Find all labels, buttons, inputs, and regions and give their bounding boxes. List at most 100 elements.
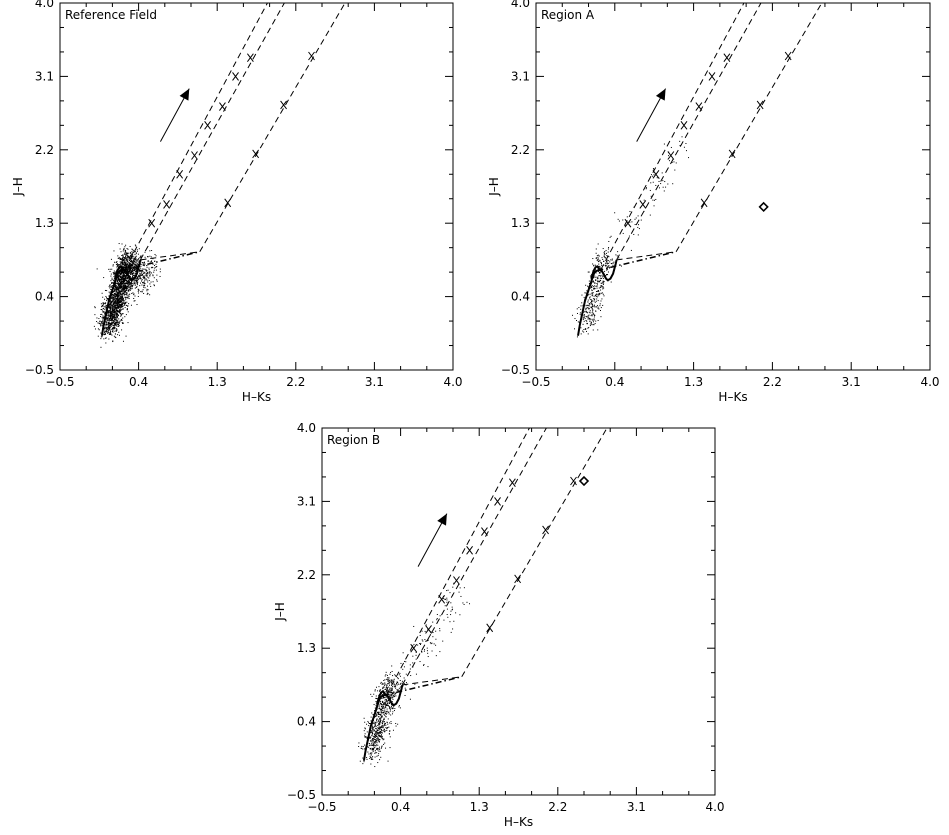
- star-point: [601, 298, 603, 300]
- star-point: [660, 183, 662, 185]
- star-point: [586, 311, 588, 313]
- star-point: [122, 289, 124, 291]
- star-point: [105, 297, 107, 299]
- star-point: [115, 295, 117, 297]
- star-point: [107, 326, 109, 328]
- extinction-marker: [784, 51, 792, 61]
- extinction-marker: [542, 525, 549, 535]
- star-point: [124, 284, 126, 286]
- star-point: [133, 267, 135, 269]
- star-point: [424, 649, 426, 651]
- star-point: [600, 263, 602, 265]
- star-point: [585, 284, 587, 286]
- star-point: [594, 298, 596, 300]
- star-point: [585, 319, 587, 321]
- star-point: [121, 258, 123, 260]
- panel-label: Region B: [327, 433, 380, 447]
- star-point: [391, 689, 393, 691]
- star-point: [586, 312, 588, 314]
- star-point: [122, 306, 124, 308]
- star-point: [119, 312, 121, 314]
- star-point: [622, 219, 624, 221]
- star-point: [380, 720, 382, 722]
- star-point: [372, 714, 374, 716]
- star-point: [112, 304, 114, 306]
- star-point: [116, 293, 118, 295]
- star-point: [115, 323, 117, 325]
- star-point: [446, 601, 448, 603]
- star-point: [364, 748, 366, 750]
- star-point: [387, 697, 389, 699]
- star-point: [391, 687, 393, 689]
- star-point: [392, 711, 394, 713]
- star-point: [124, 291, 126, 293]
- star-point: [107, 328, 109, 330]
- star-point: [121, 288, 123, 290]
- star-point: [112, 316, 114, 318]
- y-tick-label: 0.4: [35, 290, 54, 304]
- star-point: [393, 710, 395, 712]
- star-point: [110, 324, 112, 326]
- star-point: [606, 261, 608, 263]
- star-point: [395, 692, 397, 694]
- star-point: [131, 251, 133, 253]
- star-point: [374, 734, 376, 736]
- star-point: [105, 322, 107, 324]
- star-point: [376, 733, 378, 735]
- star-point: [124, 253, 126, 255]
- star-point: [132, 254, 134, 256]
- star-point: [115, 308, 117, 310]
- star-point: [110, 308, 112, 310]
- star-point: [379, 707, 381, 709]
- star-point: [127, 287, 129, 289]
- star-point: [385, 716, 387, 718]
- star-point: [637, 215, 639, 217]
- star-point: [585, 311, 587, 313]
- star-point: [122, 277, 124, 279]
- star-point: [600, 289, 602, 291]
- star-point: [450, 614, 452, 616]
- star-point: [404, 687, 406, 689]
- x-tick-label: −0.5: [307, 800, 336, 814]
- star-point: [391, 713, 393, 715]
- star-point: [136, 250, 138, 252]
- star-point: [609, 236, 611, 238]
- star-point: [112, 316, 114, 318]
- star-point: [110, 318, 112, 320]
- star-point: [94, 328, 96, 330]
- star-point: [395, 686, 397, 688]
- star-point: [380, 726, 382, 728]
- star-point: [116, 289, 118, 291]
- star-point: [126, 269, 128, 271]
- star-point: [587, 304, 589, 306]
- star-point: [604, 270, 606, 272]
- star-point: [618, 220, 620, 222]
- star-point: [122, 281, 124, 283]
- star-point: [121, 290, 123, 292]
- star-point: [607, 251, 609, 253]
- star-point: [387, 686, 389, 688]
- star-point: [114, 273, 116, 275]
- star-point: [120, 284, 122, 286]
- star-point: [463, 603, 465, 605]
- star-point: [121, 243, 123, 245]
- star-point: [600, 275, 602, 277]
- star-point: [630, 249, 632, 251]
- star-point: [462, 602, 464, 604]
- star-point: [110, 300, 112, 302]
- star-point: [385, 684, 387, 686]
- star-point: [111, 322, 113, 324]
- star-point: [141, 262, 143, 264]
- star-point: [118, 287, 120, 289]
- star-point: [131, 262, 133, 264]
- star-point: [390, 705, 392, 707]
- star-point: [375, 703, 377, 705]
- star-point: [400, 686, 402, 688]
- star-point: [592, 263, 594, 265]
- star-point: [116, 305, 118, 307]
- star-point: [600, 307, 602, 309]
- star-point: [388, 695, 390, 697]
- star-point: [132, 275, 134, 277]
- star-point: [115, 288, 117, 290]
- star-point: [381, 708, 383, 710]
